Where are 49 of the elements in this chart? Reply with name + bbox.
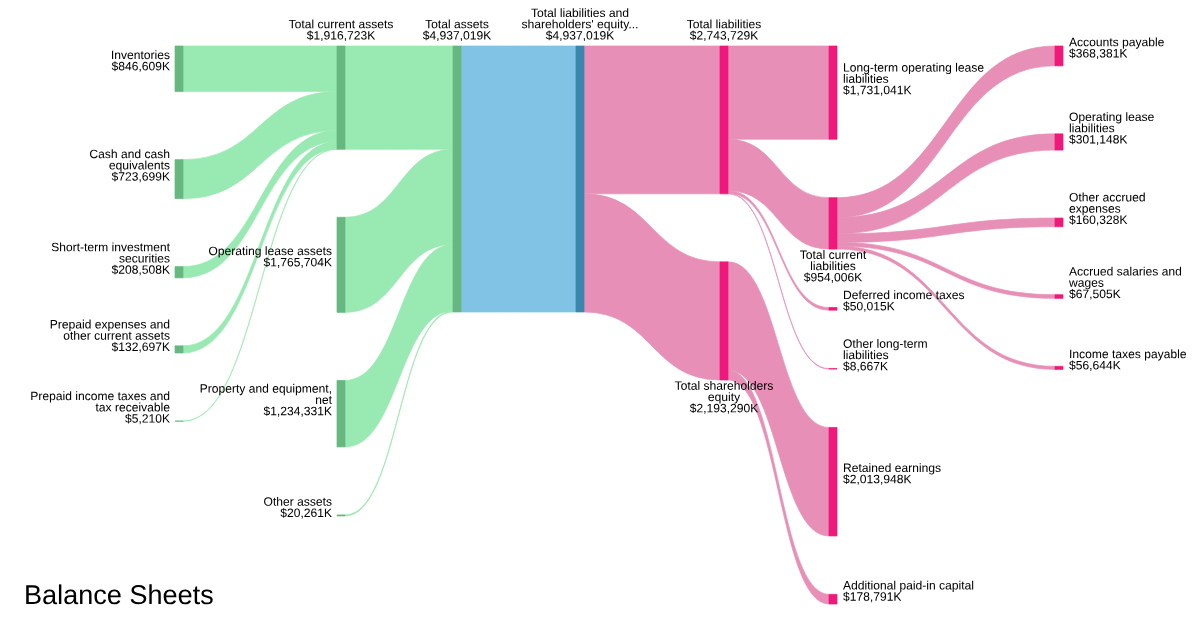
category-label: Operating lease liabilities [1069, 112, 1154, 133]
data-label: $301,148K [1069, 134, 1128, 145]
data-label: $160,328K [1069, 214, 1128, 226]
data-label: $1,765,704K [263, 257, 332, 268]
data-label: $723,699K [111, 171, 170, 183]
data-label: $1,234,331K [263, 406, 332, 417]
data-label: $846,609K [111, 61, 170, 72]
category-label: Other long-term liabilities [843, 339, 927, 360]
category-label: Total liabilities and shareholders' equity... [521, 8, 638, 31]
data-label: $132,697K [111, 341, 170, 353]
data-label: $208,508K [111, 264, 170, 276]
data-label: $20,261K [280, 508, 332, 519]
data-label: $2,013,948K [843, 474, 912, 485]
category-label: Operating lease assets [208, 246, 332, 258]
category-label: Other accrued expenses [1069, 192, 1145, 216]
data-label: $2,193,290K [689, 403, 759, 414]
category-label: Total assets [425, 19, 489, 29]
data-label: $8,667K [843, 361, 888, 372]
category-label: Retained earnings [843, 463, 941, 475]
data-label: $954,006K [803, 272, 863, 283]
category-label: Deferred income taxes [843, 290, 965, 300]
category-label: Total shareholders equity [674, 381, 773, 404]
category-label: Cash and cash equivalents [90, 149, 170, 172]
data-label: $1,916,723K [306, 30, 376, 42]
data-label: $67,505K [1069, 289, 1121, 300]
text: Balance Sheets [26, 584, 213, 605]
category-label: Total current liabilities [800, 250, 867, 271]
category-label: Income taxes payable [1070, 349, 1187, 361]
category-label: Total current assets [288, 19, 393, 29]
category-label: Accrued salaries and wages [1068, 266, 1182, 290]
data-label: $178,791K [843, 591, 902, 603]
data-label: $56,644K [1069, 360, 1121, 371]
category-label: Prepaid expenses and other current assets [50, 319, 170, 340]
data-label: $4,937,019K [422, 30, 492, 42]
category-label: Property and equipment, net [200, 383, 332, 404]
data-label: $2,743,729K [689, 30, 759, 42]
data-label: $368,381K [1069, 48, 1128, 59]
data-label: $4,937,019K [545, 30, 615, 42]
category-label: Total liabilities [687, 19, 761, 29]
category-label: Inventories [112, 50, 170, 60]
data-label: $1,731,041K [843, 85, 912, 96]
category-label: Short-term investment securities [51, 242, 170, 263]
data-label: $50,015K [843, 301, 895, 312]
category-label: Prepaid income taxes and tax receivable [31, 391, 170, 412]
category-label: Additional paid-in capital [843, 580, 974, 592]
category-label: Long-term operating lease liabilities [843, 62, 984, 83]
category-label: Accounts payable [1069, 37, 1164, 49]
category-label: Other assets [264, 496, 332, 506]
data-label: $5,210K [125, 413, 170, 425]
